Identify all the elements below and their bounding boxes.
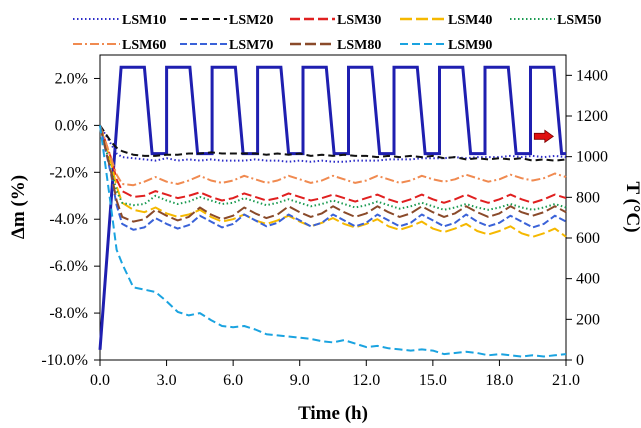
y-tick-label: 0.0% [55,117,88,134]
x-tick-label: 6.0 [223,372,243,389]
y2-tick-label: 1200 [576,108,608,125]
y-tick-label: 2.0% [55,70,88,87]
legend-label-lsm60: LSM60 [122,38,166,53]
temperature-profile [98,65,566,350]
legend-item-lsm10: LSM10 [73,13,166,28]
axis-ticks [94,74,572,366]
y2-axis-title: T (°C) [622,181,641,232]
y2-tick-label: 200 [576,311,600,328]
temperature-line [98,65,566,350]
x-tick-label: 9.0 [290,372,310,389]
y-tick-label: -8.0% [49,305,88,322]
legend-item-lsm80: LSM80 [290,38,381,53]
legend-item-lsm40: LSM40 [400,13,492,28]
y-tick-label: -2.0% [49,164,88,181]
legend-label-lsm40: LSM40 [448,13,492,28]
legend-item-lsm50: LSM50 [510,13,601,28]
y-tick-label: -10.0% [41,352,88,369]
y2-tick-label: 400 [576,271,600,288]
series-line-lsm30 [99,125,567,204]
y-tick-label: -4.0% [49,211,88,228]
legend-label-lsm20: LSM20 [229,13,273,28]
legend-item-lsm90: LSM90 [400,38,492,53]
series-line-lsm40 [99,125,567,238]
legend-label-lsm30: LSM30 [337,13,381,28]
y2-tick-label: 0 [576,352,584,369]
y2-tick-label: 600 [576,230,600,247]
legend-item-lsm30: LSM30 [290,13,381,28]
legend-item-lsm60: LSM60 [73,38,166,53]
legend: LSM10 LSM20 LSM30 LSM40 LSM50 LSM60 LSM7… [73,13,601,53]
legend-item-lsm20: LSM20 [180,13,273,28]
legend-item-lsm70: LSM70 [180,38,273,53]
legend-label-lsm90: LSM90 [448,38,492,53]
x-tick-label: 0.0 [90,372,110,389]
x-tick-label: 12.0 [352,372,380,389]
series-line-lsm80 [99,125,567,223]
y-axis-title: Δm (%) [8,175,29,239]
mass-change-series [99,124,567,358]
tick-labels: 0.0 3.0 6.0 9.0 12.0 15.0 18.0 21.0 2.0% 0.0% -2.0… [41,67,608,389]
series-line-lsm70 [99,125,567,231]
legend-label-lsm10: LSM10 [122,13,166,28]
series-line-lsm90 [99,125,567,358]
x-tick-label: 3.0 [157,372,177,389]
series-line-lsm10 [99,124,567,163]
series-line-lsm60 [99,125,567,187]
x-tick-label: 21.0 [552,372,580,389]
y2-tick-label: 800 [576,189,600,206]
y2-tick-label: 1000 [576,149,608,166]
series-line-lsm20 [99,124,567,162]
legend-label-lsm70: LSM70 [229,38,273,53]
x-tick-label: 18.0 [485,372,513,389]
x-tick-label: 15.0 [419,372,447,389]
legend-label-lsm80: LSM80 [337,38,381,53]
legend-label-lsm50: LSM50 [557,13,601,28]
series-line-lsm50 [99,125,567,211]
x-axis-title: Time (h) [298,403,368,424]
y-tick-label: -6.0% [49,258,88,275]
arrow-right-icon [533,129,555,144]
y2-tick-label: 1400 [576,67,608,84]
